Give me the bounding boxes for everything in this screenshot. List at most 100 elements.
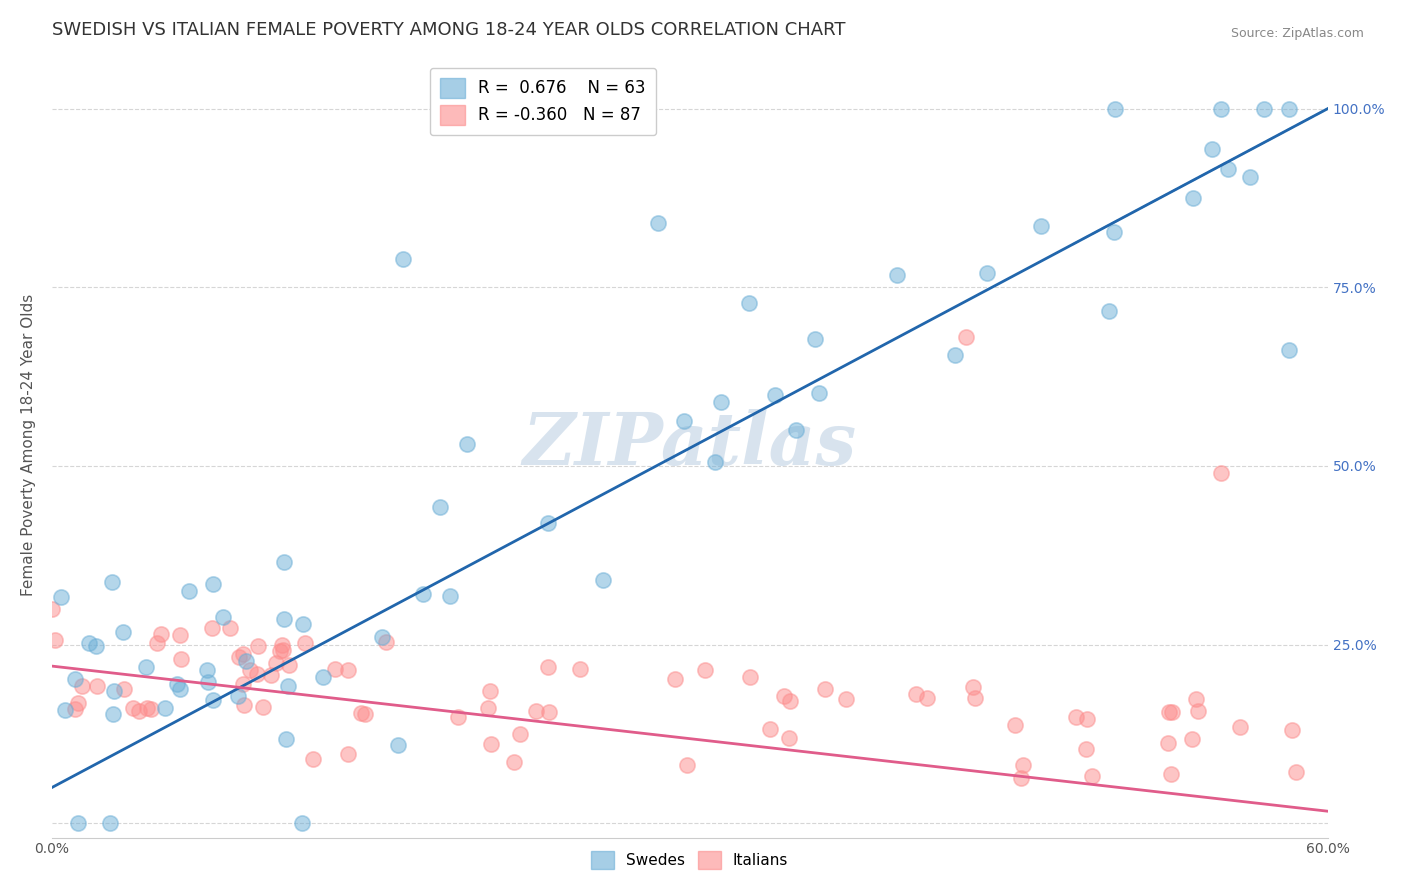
Point (103, 684, 125, 698)
Point (537, 516, 560, 530)
Point (738, 296, 761, 310)
Point (337, 747, 360, 762)
Point (503, 755, 526, 769)
Point (1360, 757, 1382, 772)
Point (391, 252, 413, 266)
Point (212, 610, 235, 624)
Point (1157, 736, 1180, 750)
Point (195, 663, 218, 677)
Point (271, 638, 294, 652)
Point (710, 395, 733, 409)
Point (1160, 767, 1182, 781)
Point (264, 656, 287, 670)
Point (955, 330, 977, 344)
Point (592, 573, 614, 587)
Point (1076, 712, 1098, 726)
Point (915, 691, 938, 706)
Point (232, 647, 254, 661)
Point (169, 682, 191, 697)
Point (77, 636, 100, 650)
Point (387, 738, 409, 752)
Point (672, 414, 695, 428)
Point (371, 630, 394, 644)
Point (294, 635, 316, 649)
Point (1211, 466, 1233, 480)
Point (1011, 757, 1033, 772)
Point (112, 681, 135, 696)
Point (202, 693, 225, 707)
Point (647, 216, 669, 230)
Point (1216, 162, 1239, 177)
Point (803, 332, 825, 346)
Point (537, 705, 560, 719)
Point (834, 692, 856, 706)
Point (1098, 304, 1121, 318)
Point (122, 701, 145, 715)
Point (1182, 192, 1205, 206)
Point (1181, 731, 1204, 746)
Point (170, 651, 193, 665)
Point (446, 710, 468, 724)
Point (67, 696, 90, 710)
Point (1278, 102, 1301, 116)
Point (301, 752, 323, 766)
Point (763, 387, 786, 401)
Point (1201, 142, 1223, 156)
Point (354, 706, 377, 721)
Point (51, 590, 73, 604)
Point (1278, 343, 1301, 357)
Point (98, 816, 121, 830)
Point (226, 690, 249, 704)
Point (277, 679, 299, 693)
Point (274, 731, 297, 746)
Point (246, 667, 269, 681)
Point (292, 616, 315, 631)
Point (323, 662, 346, 676)
Legend: Swedes, Italians: Swedes, Italians (583, 843, 796, 877)
Point (1187, 704, 1209, 718)
Point (1353, 701, 1375, 715)
Point (477, 700, 499, 714)
Point (773, 689, 796, 703)
Point (197, 674, 219, 689)
Point (135, 660, 157, 674)
Point (905, 687, 928, 701)
Point (239, 663, 262, 677)
Point (1102, 225, 1125, 239)
Point (86, 679, 108, 693)
Point (252, 699, 274, 714)
Point (976, 266, 998, 280)
Text: Source: ZipAtlas.com: Source: ZipAtlas.com (1230, 27, 1364, 40)
Point (169, 628, 191, 642)
Point (439, 589, 461, 603)
Point (814, 682, 837, 697)
Point (375, 635, 398, 649)
Point (1253, 102, 1275, 116)
Point (273, 612, 295, 626)
Point (569, 662, 592, 676)
Point (479, 737, 502, 751)
Point (202, 577, 225, 591)
Point (704, 455, 727, 469)
Point (412, 587, 434, 601)
Point (177, 583, 200, 598)
Point (1104, 102, 1126, 116)
Point (312, 670, 335, 684)
Point (943, 348, 966, 362)
Point (201, 621, 224, 635)
Point (1081, 769, 1104, 783)
Point (67, 816, 90, 830)
Point (1029, 219, 1052, 234)
Point (779, 694, 801, 708)
Point (1074, 742, 1097, 756)
Point (1160, 706, 1182, 720)
Point (246, 639, 269, 653)
Point (886, 268, 908, 283)
Point (537, 660, 560, 674)
Point (166, 677, 188, 691)
Point (139, 702, 162, 716)
Point (44, 632, 66, 647)
Point (1157, 705, 1180, 719)
Point (63, 672, 86, 686)
Point (1229, 720, 1251, 734)
